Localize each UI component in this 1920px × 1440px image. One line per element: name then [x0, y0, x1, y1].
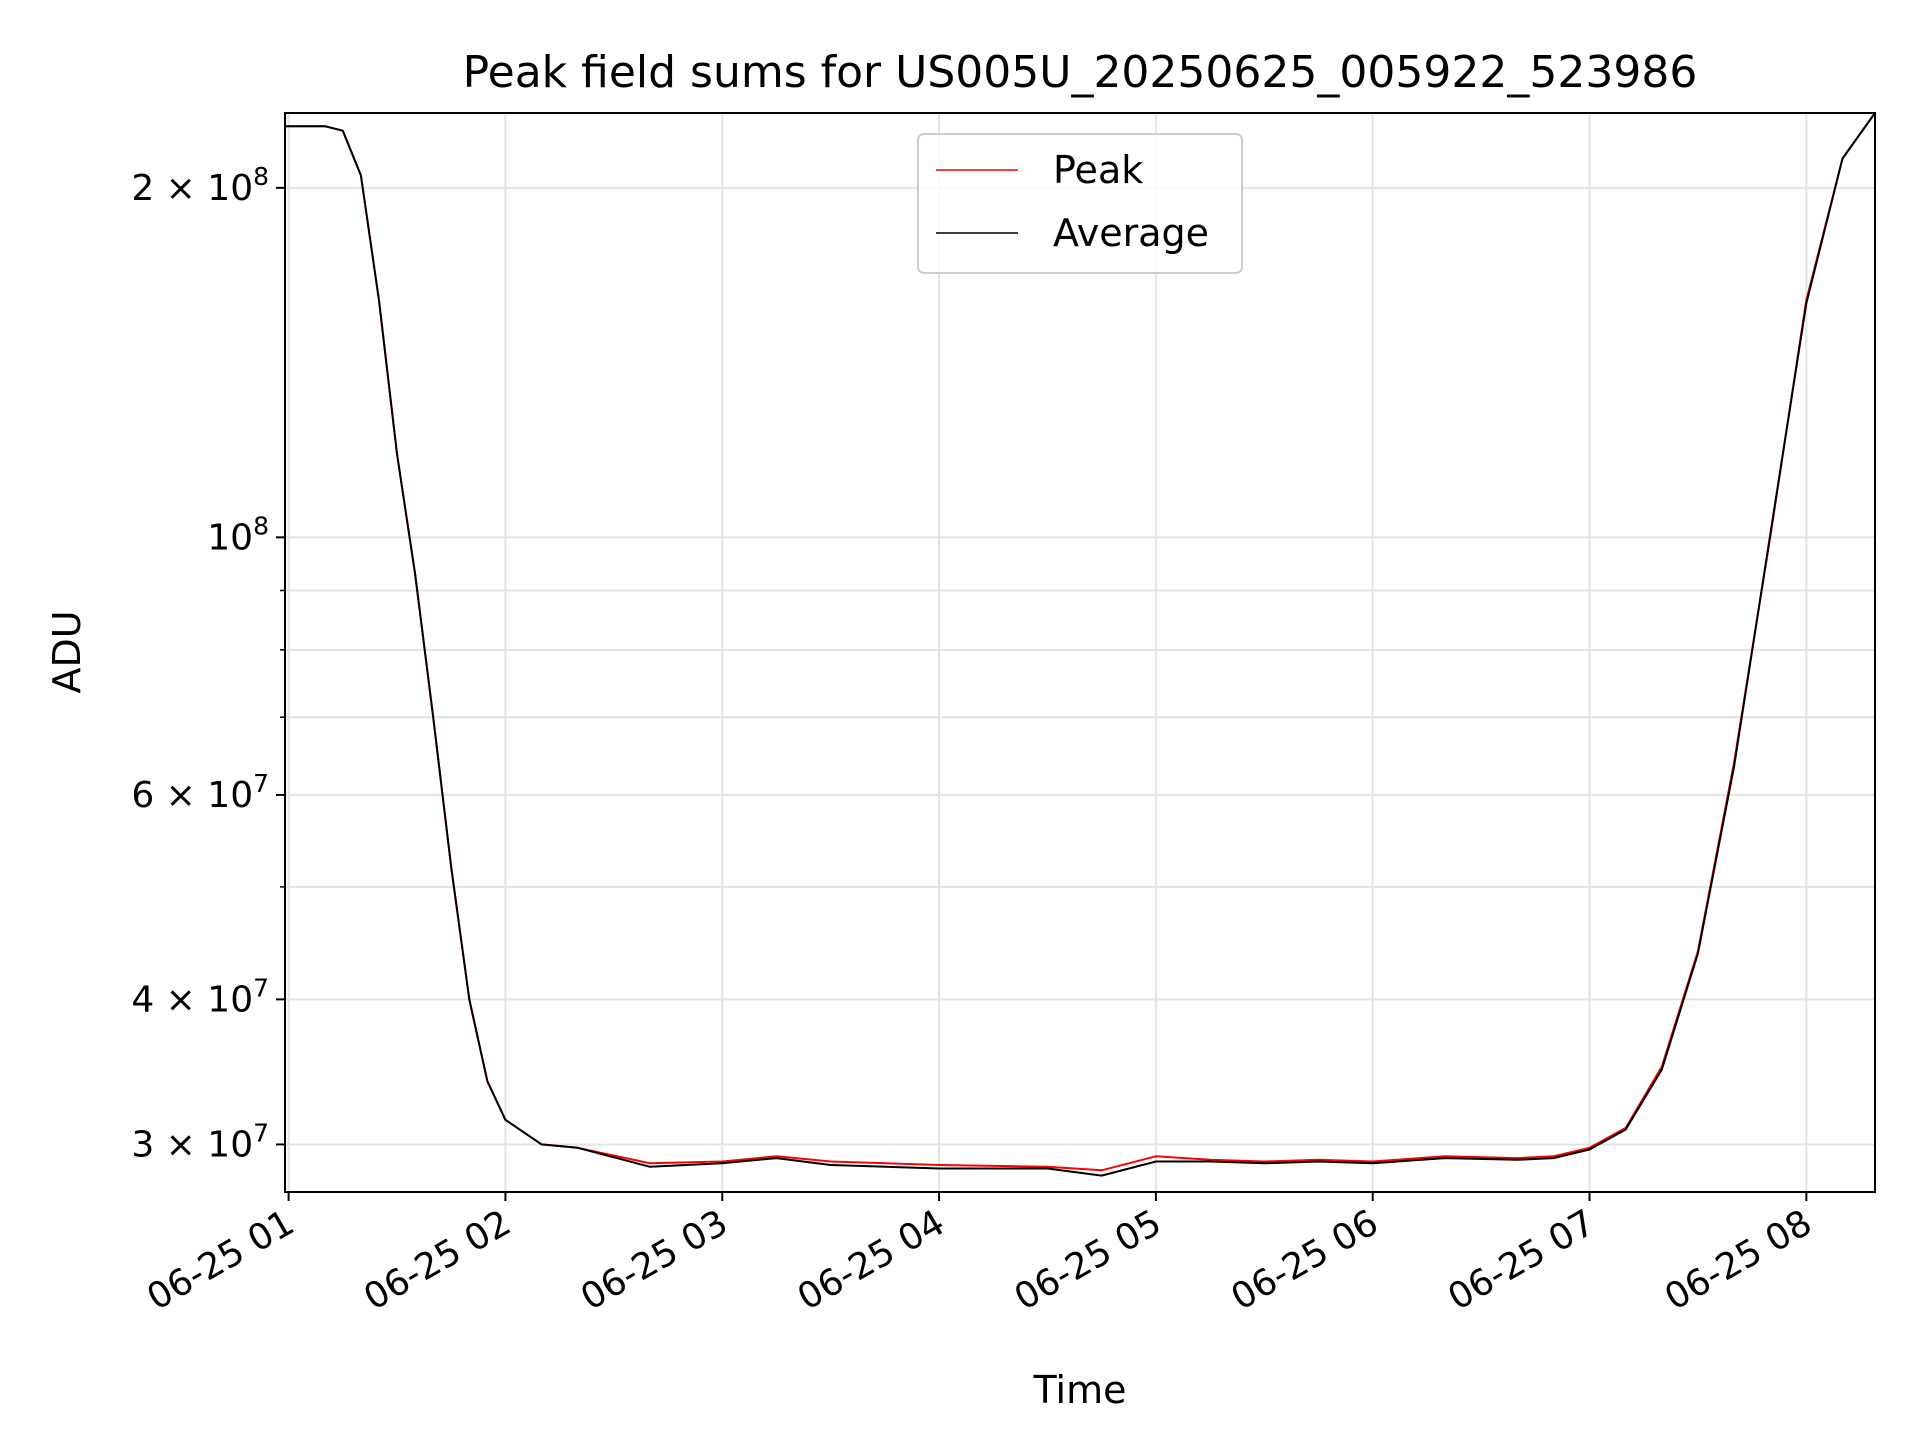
legend-label-average: Average: [1053, 211, 1209, 255]
x-axis-label: Time: [1033, 1368, 1127, 1412]
y-tick-label: 6 × 107: [131, 769, 269, 816]
grid: [285, 113, 1875, 1192]
y-axis-label: ADU: [45, 610, 89, 693]
y-tick-label: 3 × 107: [131, 1118, 269, 1165]
legend-box: [917, 133, 1243, 274]
legend-label-peak: Peak: [1053, 148, 1143, 192]
y-tick-label: 4 × 107: [131, 973, 269, 1020]
y-tick-label: 2 × 108: [131, 162, 269, 209]
legend: Peak Average: [917, 133, 1243, 274]
plot-frame: [284, 112, 1876, 1193]
series-layer: [285, 112, 1876, 1177]
series-line-average: [285, 112, 1876, 1177]
chart-title: Peak field sums for US005U_20250625_0059…: [463, 47, 1698, 98]
